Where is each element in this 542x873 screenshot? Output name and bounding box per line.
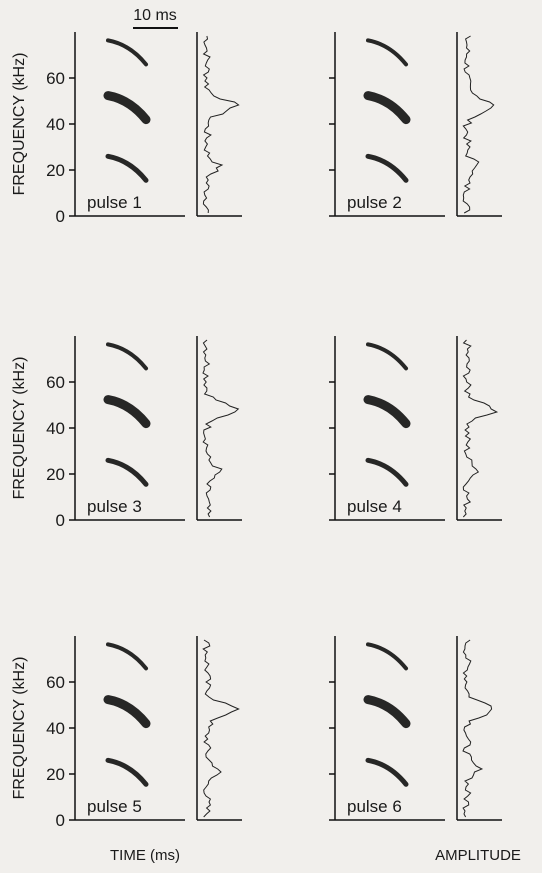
- y-tick-label: 0: [56, 511, 65, 530]
- x-axis-label: TIME (ms): [110, 847, 180, 864]
- y-tick-label: 60: [46, 373, 65, 392]
- panel-label: pulse 3: [87, 497, 142, 516]
- y-tick-label: 40: [46, 719, 65, 738]
- panel-label: pulse 1: [87, 193, 142, 212]
- y-axis-label: FREQUENCY (kHz): [11, 357, 28, 500]
- y-tick-label: 20: [46, 161, 65, 180]
- y-tick-label: 20: [46, 465, 65, 484]
- y-tick-label: 20: [46, 765, 65, 784]
- panel-label: pulse 5: [87, 797, 142, 816]
- panel-label: pulse 6: [347, 797, 402, 816]
- figure: 10 ms TIME (ms) AMPLITUDE 0 20 40 60 FREQUEN…: [0, 0, 542, 868]
- y-tick-label: 60: [46, 673, 65, 692]
- y-axis-label: FREQUENCY (kHz): [11, 657, 28, 800]
- scale-bar-label: 10 ms: [133, 7, 177, 24]
- y-tick-label: 40: [46, 419, 65, 438]
- y-tick-label: 40: [46, 115, 65, 134]
- y-tick-label: 0: [56, 207, 65, 226]
- y-tick-label: 60: [46, 69, 65, 88]
- y-axis-label: FREQUENCY (kHz): [11, 53, 28, 196]
- panel-label: pulse 2: [347, 193, 402, 212]
- background: [0, 0, 542, 868]
- panel-label: pulse 4: [347, 497, 402, 516]
- amplitude-label: AMPLITUDE: [435, 847, 521, 864]
- y-tick-label: 0: [56, 811, 65, 830]
